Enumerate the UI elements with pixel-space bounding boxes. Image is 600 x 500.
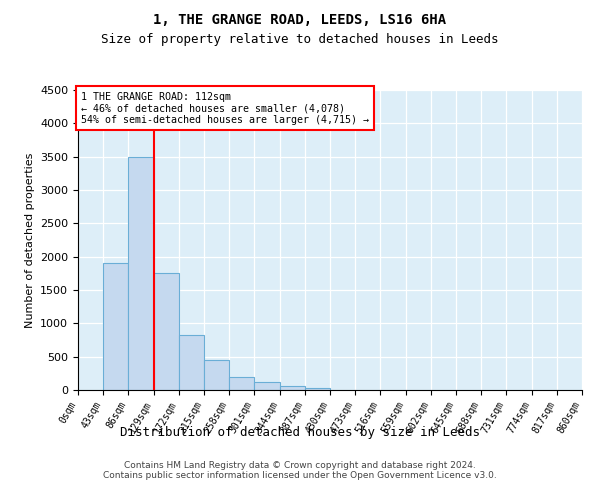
Bar	[103, 264, 128, 390]
Text: Size of property relative to detached houses in Leeds: Size of property relative to detached ho…	[101, 32, 499, 46]
Text: Distribution of detached houses by size in Leeds: Distribution of detached houses by size …	[120, 426, 480, 439]
Bar	[128, 156, 154, 390]
Y-axis label: Number of detached properties: Number of detached properties	[25, 152, 35, 328]
Text: Contains HM Land Registry data © Crown copyright and database right 2024.
Contai: Contains HM Land Registry data © Crown c…	[103, 460, 497, 480]
Bar	[154, 274, 179, 390]
Bar	[229, 378, 254, 390]
Bar	[254, 382, 280, 390]
Bar	[204, 360, 229, 390]
Bar	[179, 336, 204, 390]
Bar	[280, 386, 305, 390]
Text: 1 THE GRANGE ROAD: 112sqm
← 46% of detached houses are smaller (4,078)
54% of se: 1 THE GRANGE ROAD: 112sqm ← 46% of detac…	[80, 92, 368, 124]
Text: 1, THE GRANGE ROAD, LEEDS, LS16 6HA: 1, THE GRANGE ROAD, LEEDS, LS16 6HA	[154, 12, 446, 26]
Bar	[305, 388, 330, 390]
